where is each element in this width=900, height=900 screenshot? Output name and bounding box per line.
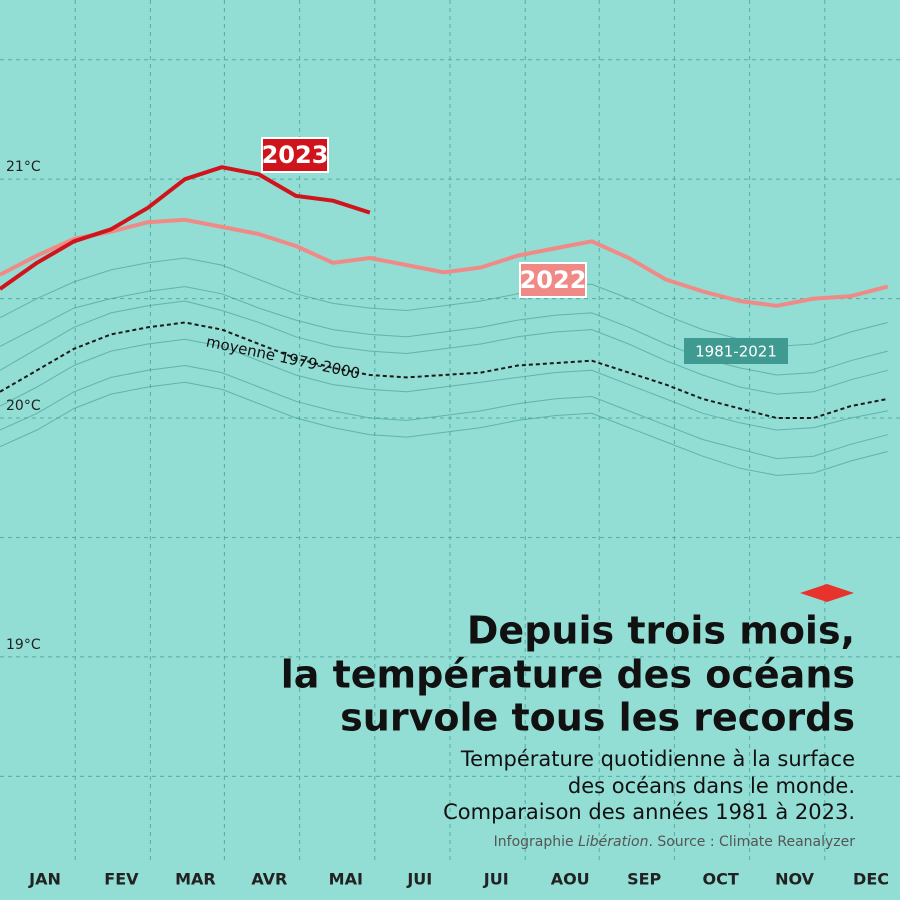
- x-tick-label: JUI: [483, 870, 509, 889]
- source-text: Infographie: [494, 834, 578, 850]
- plot: [0, 165, 889, 476]
- y-tick-label: 19°C: [6, 637, 41, 653]
- series-line: [0, 217, 889, 308]
- source-text: . Source : Climate Reanalyzer: [648, 834, 855, 850]
- chart-title: la température des océans: [281, 653, 855, 697]
- x-tick-label: DEC: [853, 870, 889, 889]
- subtitle: des océans dans le monde.: [568, 774, 855, 798]
- x-tick-label: JAN: [28, 870, 61, 889]
- label-box: [684, 338, 788, 364]
- x-tick-label: JUI: [406, 870, 432, 889]
- background-line: [0, 300, 888, 395]
- label-box: [519, 262, 587, 298]
- subtitle: Comparaison des années 1981 à 2023.: [443, 800, 855, 824]
- chart-title: Depuis trois mois,: [467, 609, 855, 653]
- source-text: Libération: [578, 834, 648, 850]
- series-label: 2023: [262, 141, 329, 169]
- x-tick-label: OCT: [702, 870, 738, 889]
- series-line: [0, 165, 371, 291]
- x-tick-label: SEP: [627, 870, 661, 889]
- legend-label: 2023: [261, 137, 329, 173]
- x-tick-label: FEV: [104, 870, 139, 889]
- series-label: 1981-2021: [695, 343, 777, 361]
- legend-label: 1981-2021: [684, 338, 788, 364]
- y-tick-label: 21°C: [6, 159, 41, 175]
- legend-label: 2022: [519, 262, 587, 298]
- source: Infographie Libération. Source : Climate…: [494, 834, 856, 850]
- x-tick-label: MAR: [175, 870, 216, 889]
- label-box: [261, 137, 329, 173]
- subtitle: Température quotidienne à la surface: [460, 747, 855, 771]
- x-tick-label: MAI: [329, 870, 363, 889]
- background-line: [0, 286, 888, 376]
- series-line: [0, 321, 888, 419]
- background-line: [0, 381, 888, 476]
- chart-title: survole tous les records: [340, 696, 855, 740]
- grid: [0, 0, 900, 860]
- background-line: [0, 338, 888, 431]
- decoration: [800, 584, 854, 602]
- x-tick-label: AVR: [251, 870, 287, 889]
- background-line: [0, 364, 888, 460]
- x-tick-label: AOU: [551, 870, 590, 889]
- y-tick-label: 20°C: [6, 398, 41, 414]
- series-label: 2022: [520, 266, 587, 294]
- x-tick-label: NOV: [775, 870, 815, 889]
